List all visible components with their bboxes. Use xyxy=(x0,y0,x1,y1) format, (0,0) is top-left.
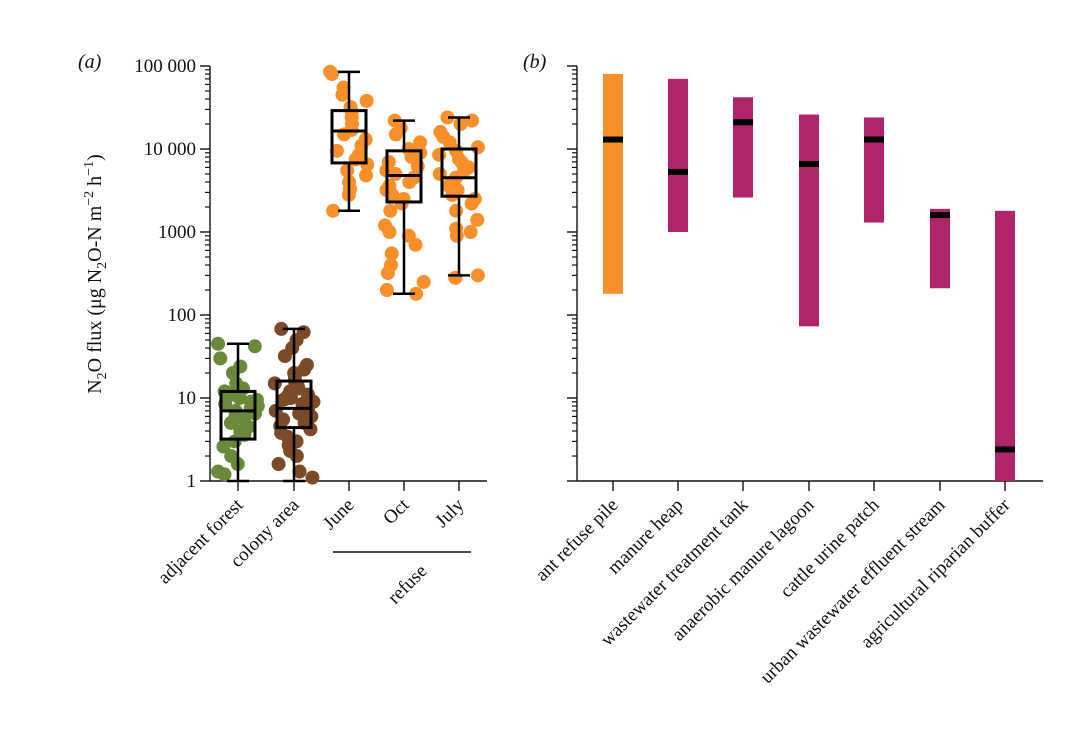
range-median-6 xyxy=(995,446,1015,453)
range-median-0 xyxy=(603,136,623,143)
data-point xyxy=(326,203,341,218)
y-tick-label: 1000 xyxy=(158,222,196,243)
box-adjacent-forest xyxy=(211,336,265,483)
range-bar-0 xyxy=(603,74,623,294)
range-bar-6 xyxy=(995,210,1015,481)
y-tick-label: 1 xyxy=(187,471,197,492)
panel-a-letter: (a) xyxy=(78,51,102,73)
data-point xyxy=(267,376,282,391)
data-point xyxy=(382,225,397,239)
y-tick-label: 100 000 xyxy=(134,56,196,77)
range-bar-5 xyxy=(930,208,950,289)
y-tick-label: 10 000 xyxy=(144,139,196,160)
panel-b-bars xyxy=(603,74,1015,481)
data-point xyxy=(211,336,225,351)
range-median-3 xyxy=(799,160,819,167)
y-tick-label: 100 xyxy=(168,305,197,326)
x-tick-label: June xyxy=(319,495,358,534)
data-point xyxy=(340,163,355,178)
data-point xyxy=(384,246,399,261)
range-median-4 xyxy=(864,136,884,143)
data-point xyxy=(470,212,485,227)
data-point xyxy=(303,422,318,437)
data-point xyxy=(453,117,468,132)
range-median-1 xyxy=(668,168,688,175)
box-july xyxy=(432,110,485,285)
data-point xyxy=(271,457,286,472)
data-point xyxy=(385,187,400,202)
iqr-box xyxy=(219,389,257,441)
data-point xyxy=(217,467,232,482)
data-point xyxy=(359,93,374,108)
y-tick-label: 10 xyxy=(177,388,196,409)
data-point xyxy=(464,196,479,211)
range-bar-1 xyxy=(668,78,688,232)
panel-b-letter: (b) xyxy=(523,51,547,73)
data-point xyxy=(440,110,455,125)
range-median-5 xyxy=(930,212,950,219)
data-point xyxy=(289,449,304,464)
data-point xyxy=(335,87,350,102)
x-tick-label: Oct xyxy=(379,494,414,529)
data-point xyxy=(359,168,374,183)
data-point xyxy=(470,140,485,155)
data-point xyxy=(449,203,464,218)
box-oct xyxy=(378,113,431,301)
range-median-2 xyxy=(733,119,753,126)
panel-b-y-ticks xyxy=(567,65,577,482)
data-point xyxy=(379,283,394,298)
range-bar-4 xyxy=(864,117,884,223)
panel-a-y-ticks: 1 10 100 1000 10 000 100 000 xyxy=(134,56,210,492)
x-tick-label: July xyxy=(431,494,469,532)
x-tick-label: adjacent forest xyxy=(154,494,248,588)
data-point xyxy=(402,175,417,190)
data-point xyxy=(463,225,478,239)
panel-a-boxes xyxy=(211,64,485,485)
data-point xyxy=(277,349,292,364)
data-point xyxy=(232,391,247,405)
data-point xyxy=(416,274,431,289)
data-point xyxy=(247,339,262,354)
data-point xyxy=(305,470,320,485)
data-point xyxy=(409,286,424,301)
data-point xyxy=(383,203,398,218)
data-point xyxy=(388,127,403,142)
data-point xyxy=(470,268,485,283)
data-point xyxy=(216,439,231,454)
data-point xyxy=(276,392,291,407)
range-bar-3 xyxy=(799,114,819,327)
data-point xyxy=(324,67,339,82)
data-point xyxy=(213,351,228,366)
refuse-group-label: refuse xyxy=(384,561,432,609)
box-colony-area xyxy=(267,321,321,485)
panel-a: (a) N2O flux (μg N2O-N m−2 h−1) 1 10 100 10… xyxy=(78,51,487,608)
x-tick-label: ant refuse pile xyxy=(532,495,623,586)
range-bar-2 xyxy=(733,97,753,198)
data-point xyxy=(223,415,238,430)
iqr-box xyxy=(440,147,478,198)
data-point xyxy=(449,228,464,243)
data-point xyxy=(380,266,395,281)
iqr-box xyxy=(330,109,368,165)
data-point xyxy=(292,464,307,479)
data-point xyxy=(413,135,428,150)
data-point xyxy=(274,321,289,336)
data-point xyxy=(360,157,375,172)
y-axis-label: N2O flux (μg N2O-N m−2 h−1) xyxy=(82,154,110,394)
box-june xyxy=(323,64,375,218)
data-point xyxy=(408,237,423,252)
iqr-box xyxy=(275,379,313,430)
